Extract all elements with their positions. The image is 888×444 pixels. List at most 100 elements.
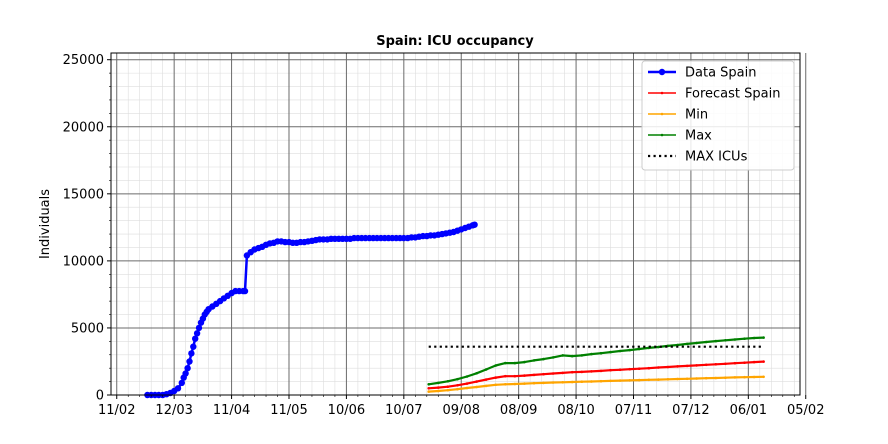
data-point [628,379,631,382]
data-point [484,368,488,371]
y-axis: 0 5000 10000 15000 20000 25000 [63,53,111,404]
y-axis-label: Individuals [38,189,53,259]
data-point [733,376,737,379]
data-point [618,379,622,382]
x-tick-label: 05/02 [787,403,824,418]
data-point [637,378,641,382]
data-point [523,382,526,385]
data-point [494,364,498,367]
data-point [599,379,603,383]
chart-title: Spain: ICU occupancy [376,34,534,49]
data-point [618,349,622,353]
y-tick-label: 5000 [71,321,104,336]
series-line [428,360,764,390]
legend-item: MAX ICUs [648,150,748,165]
data-point [599,369,603,373]
data-point [484,378,488,381]
data-point [657,345,660,349]
data-point [580,354,584,357]
data-point [685,377,689,381]
data-point [743,361,746,365]
data-point [647,378,651,382]
data-point [637,367,641,371]
data-point [475,372,478,375]
data-point [532,373,536,377]
data-point [427,387,431,390]
data-point [762,336,765,339]
data-point [188,350,195,357]
data-point [704,376,708,380]
data-point [465,375,469,378]
data-point [599,351,603,355]
series-layer [144,221,765,399]
data-point [475,385,478,389]
data-point [695,377,698,380]
data-point [733,361,737,365]
data-point [484,384,488,388]
data-point [446,380,450,383]
data-point [456,377,459,381]
data-point [570,354,574,358]
data-point [609,368,612,372]
data-point [182,370,189,377]
data-point [580,370,584,374]
legend-item: Max [648,129,712,144]
data-point [733,338,737,341]
data-point [192,335,199,342]
data-point [437,381,440,385]
y-tick-label: 25000 [63,53,104,68]
data-point [494,383,498,387]
series-min [427,375,765,393]
data-point [724,362,727,366]
x-tick-label: 07/11 [615,403,652,418]
series-data-spain [144,221,478,399]
data-point [178,379,185,387]
data-point [186,358,193,365]
data-point [724,376,727,380]
data-point [193,330,201,337]
data-point [609,350,612,354]
data-point [532,381,536,385]
data-point [685,364,689,368]
data-point [580,380,584,384]
legend-marker [660,91,664,95]
data-point [427,390,431,393]
data-point [561,371,564,375]
data-point [561,354,564,357]
legend-box [641,60,795,171]
series-line [428,375,764,393]
data-point [618,368,622,372]
x-tick-label: 10/07 [385,403,422,418]
legend: Data Spain Forecast Spain Min Max MAX ICUs [641,60,795,171]
data-point [752,360,756,364]
legend-marker [658,68,666,76]
data-point [695,341,698,345]
data-point [475,380,478,383]
data-point [657,378,660,381]
y-tick-label: 10000 [63,254,104,269]
data-point [446,388,450,392]
data-point [704,340,708,344]
data-point [637,347,641,351]
data-point [676,377,679,381]
data-point [513,361,517,365]
data-point [695,364,698,367]
data-point [542,372,545,376]
data-point [724,339,727,342]
legend-label: Min [685,108,708,123]
minor-grid [111,53,800,395]
data-point [657,366,660,369]
plot-frame [110,52,801,396]
data-point [456,387,459,391]
data-point [704,363,708,367]
data-point [628,367,631,371]
data-point [437,389,440,393]
data-point [666,378,670,381]
data-point [628,348,631,352]
data-point [752,375,756,379]
data-point [714,339,718,343]
x-tick-label: 11/02 [98,403,135,418]
data-point [551,381,555,384]
data-point [504,383,507,386]
